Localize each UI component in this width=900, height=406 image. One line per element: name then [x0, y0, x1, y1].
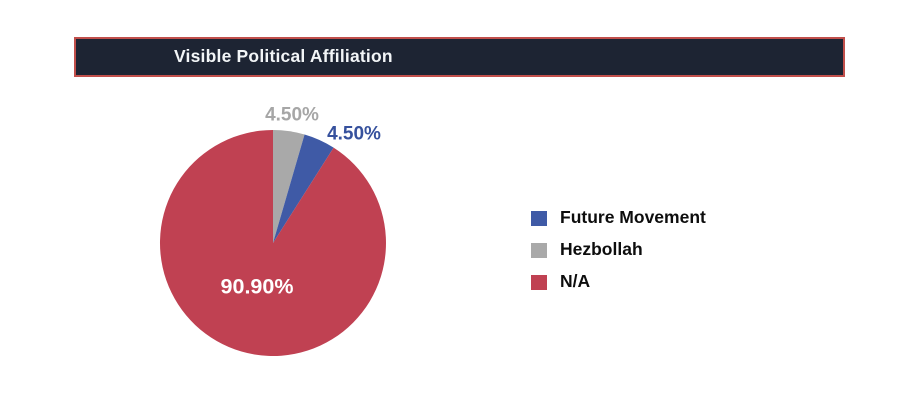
legend-label-future-movement: Future Movement — [560, 207, 706, 228]
legend-item-hezbollah: Hezbollah — [531, 239, 706, 260]
pie-label-future-movement: 4.50% — [327, 123, 381, 145]
legend-item-future-movement: Future Movement — [531, 207, 706, 228]
legend-label-hezbollah: Hezbollah — [560, 239, 643, 260]
legend-label-na: N/A — [560, 271, 591, 292]
legend-swatch-na — [531, 274, 547, 290]
chart-title: Visible Political Affiliation — [174, 46, 393, 67]
legend-swatch-hezbollah — [531, 242, 547, 258]
pie-slice-hezbollah — [273, 130, 305, 243]
pie-label-na: 90.90% — [220, 274, 294, 299]
pie-chart — [159, 129, 386, 357]
pie-slice-future-movement — [273, 134, 334, 243]
legend-swatch-future-movement — [531, 210, 547, 226]
pie-slice-n-a — [159, 129, 386, 357]
legend-item-na: N/A — [531, 271, 706, 292]
chart-legend: Future Movement Hezbollah N/A — [531, 207, 706, 306]
chart-title-bar: Visible Political Affiliation — [74, 37, 845, 77]
pie-label-hezbollah: 4.50% — [265, 104, 319, 126]
